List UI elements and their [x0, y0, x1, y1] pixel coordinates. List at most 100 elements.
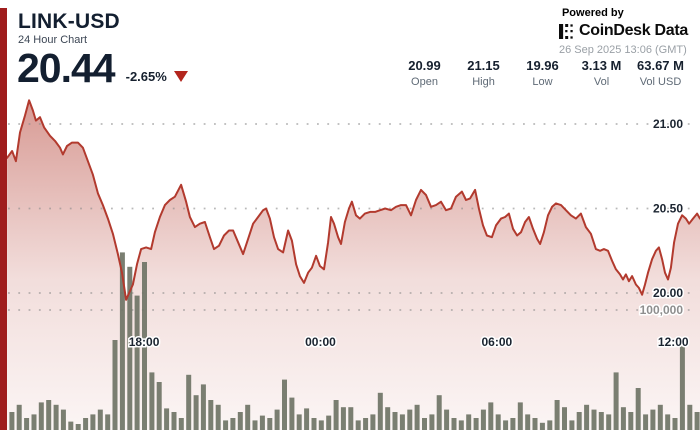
- volume-bar: [355, 420, 361, 430]
- volume-bar: [451, 418, 457, 430]
- volume-bar: [230, 418, 236, 430]
- volume-bar: [679, 340, 685, 430]
- stat-vol-usd-value: 63.67 M: [637, 58, 684, 73]
- volume-bar: [399, 414, 405, 430]
- brand-accent-bar: [0, 8, 7, 430]
- volume-bar: [164, 408, 170, 430]
- volume-bar: [311, 418, 317, 430]
- arrow-down-icon: [173, 70, 188, 82]
- volume-bar: [525, 414, 531, 430]
- volume-bar: [495, 414, 501, 430]
- volume-bar: [274, 409, 280, 430]
- time-tick-label: 18:00: [129, 335, 160, 349]
- stat-high: 21.15 High: [454, 58, 513, 88]
- volume-bar: [672, 418, 678, 430]
- volume-bar: [68, 421, 74, 430]
- volume-bar: [134, 295, 140, 430]
- powered-by-block: Powered by CoinDesk Data 26 Sep 2025 13:…: [558, 7, 688, 56]
- page-title: LINK-USD: [18, 10, 120, 33]
- volume-bar: [687, 404, 693, 430]
- price-change: -2.65%: [126, 69, 188, 84]
- volume-bar: [60, 409, 66, 430]
- volume-bar: [414, 404, 420, 430]
- stat-vol-usd: 63.67 M Vol USD: [631, 58, 690, 88]
- volume-bars: [2, 252, 700, 430]
- chart-subtitle: 24 Hour Chart: [18, 34, 88, 47]
- stats-row: 20.99 Open 21.15 High 19.96 Low 3.13 M V…: [395, 58, 690, 88]
- volume-bar: [665, 414, 671, 430]
- volume-bar: [156, 382, 162, 430]
- volume-bar: [223, 420, 229, 430]
- volume-bar: [466, 414, 472, 430]
- volume-bar: [473, 418, 479, 430]
- volume-bar: [547, 420, 553, 430]
- volume-bar: [105, 414, 111, 430]
- volume-bar: [24, 418, 30, 430]
- volume-bar: [296, 414, 302, 430]
- stat-low: 19.96 Low: [513, 58, 572, 88]
- volume-bar: [289, 397, 295, 430]
- time-tick-label: 12:00: [658, 335, 689, 349]
- volume-bar: [200, 384, 206, 430]
- volume-bar: [510, 418, 516, 430]
- volume-bar: [503, 420, 509, 430]
- volume-bar: [31, 414, 37, 430]
- volume-bar: [562, 407, 567, 430]
- header: LINK-USD 24 Hour Chart: [18, 10, 120, 46]
- volume-bar: [517, 402, 523, 430]
- volume-bar: [584, 404, 590, 430]
- volume-bar: [149, 372, 155, 430]
- volume-bar: [488, 402, 494, 430]
- volume-bar: [252, 420, 258, 430]
- stat-vol-usd-label: Vol USD: [639, 76, 682, 88]
- time-tick-label: 00:00: [305, 335, 336, 349]
- price-row: 20.44 -2.65%: [17, 48, 188, 88]
- stat-high-label: High: [472, 76, 495, 88]
- price-line: [6, 99, 700, 301]
- volume-bar: [569, 420, 575, 430]
- volume-bar: [127, 266, 133, 430]
- volume-bar: [119, 252, 125, 430]
- volume-bar: [46, 400, 52, 430]
- volume-bar: [348, 407, 354, 430]
- volume-bar: [591, 409, 597, 430]
- stat-vol: 3.13 M Vol: [572, 58, 631, 88]
- powered-by-label: Powered by: [561, 7, 624, 19]
- volume-bar: [576, 412, 582, 430]
- coindesk-logo[interactable]: CoinDesk Data: [558, 22, 688, 40]
- volume-bar: [436, 395, 442, 430]
- volume-bar: [215, 404, 221, 430]
- price-tick-label: 21.00: [653, 117, 683, 131]
- volume-bar: [75, 424, 81, 430]
- volume-bar: [171, 412, 177, 430]
- volume-bar: [444, 409, 450, 430]
- volume-bar: [16, 404, 22, 430]
- volume-bar: [237, 412, 243, 430]
- volume-bar: [613, 372, 619, 430]
- stat-vol-value: 3.13 M: [581, 58, 622, 73]
- timestamp: 26 Sep 2025 13:06 (GMT): [558, 44, 687, 56]
- volume-bar: [9, 412, 15, 430]
- volume-bar: [97, 409, 103, 430]
- stat-high-value: 21.15: [467, 58, 500, 73]
- volume-bar: [694, 412, 700, 430]
- x-axis-time-labels: 18:00 00:00 06:00 12:00: [127, 334, 690, 351]
- volume-bar: [340, 407, 346, 430]
- volume-bar: [628, 412, 634, 430]
- volume-bar: [326, 415, 332, 430]
- volume-bar: [429, 414, 435, 430]
- volume-bar: [208, 400, 214, 430]
- volume-bar: [532, 418, 538, 430]
- volume-bar: [643, 414, 649, 430]
- volume-bar: [606, 414, 612, 430]
- stat-low-label: Low: [532, 76, 553, 88]
- stat-open-value: 20.99: [408, 58, 441, 73]
- volume-bar: [480, 409, 486, 430]
- volume-bar: [112, 340, 118, 430]
- volume-bar: [377, 392, 383, 430]
- volume-bar: [385, 407, 391, 430]
- volume-bar: [650, 409, 656, 430]
